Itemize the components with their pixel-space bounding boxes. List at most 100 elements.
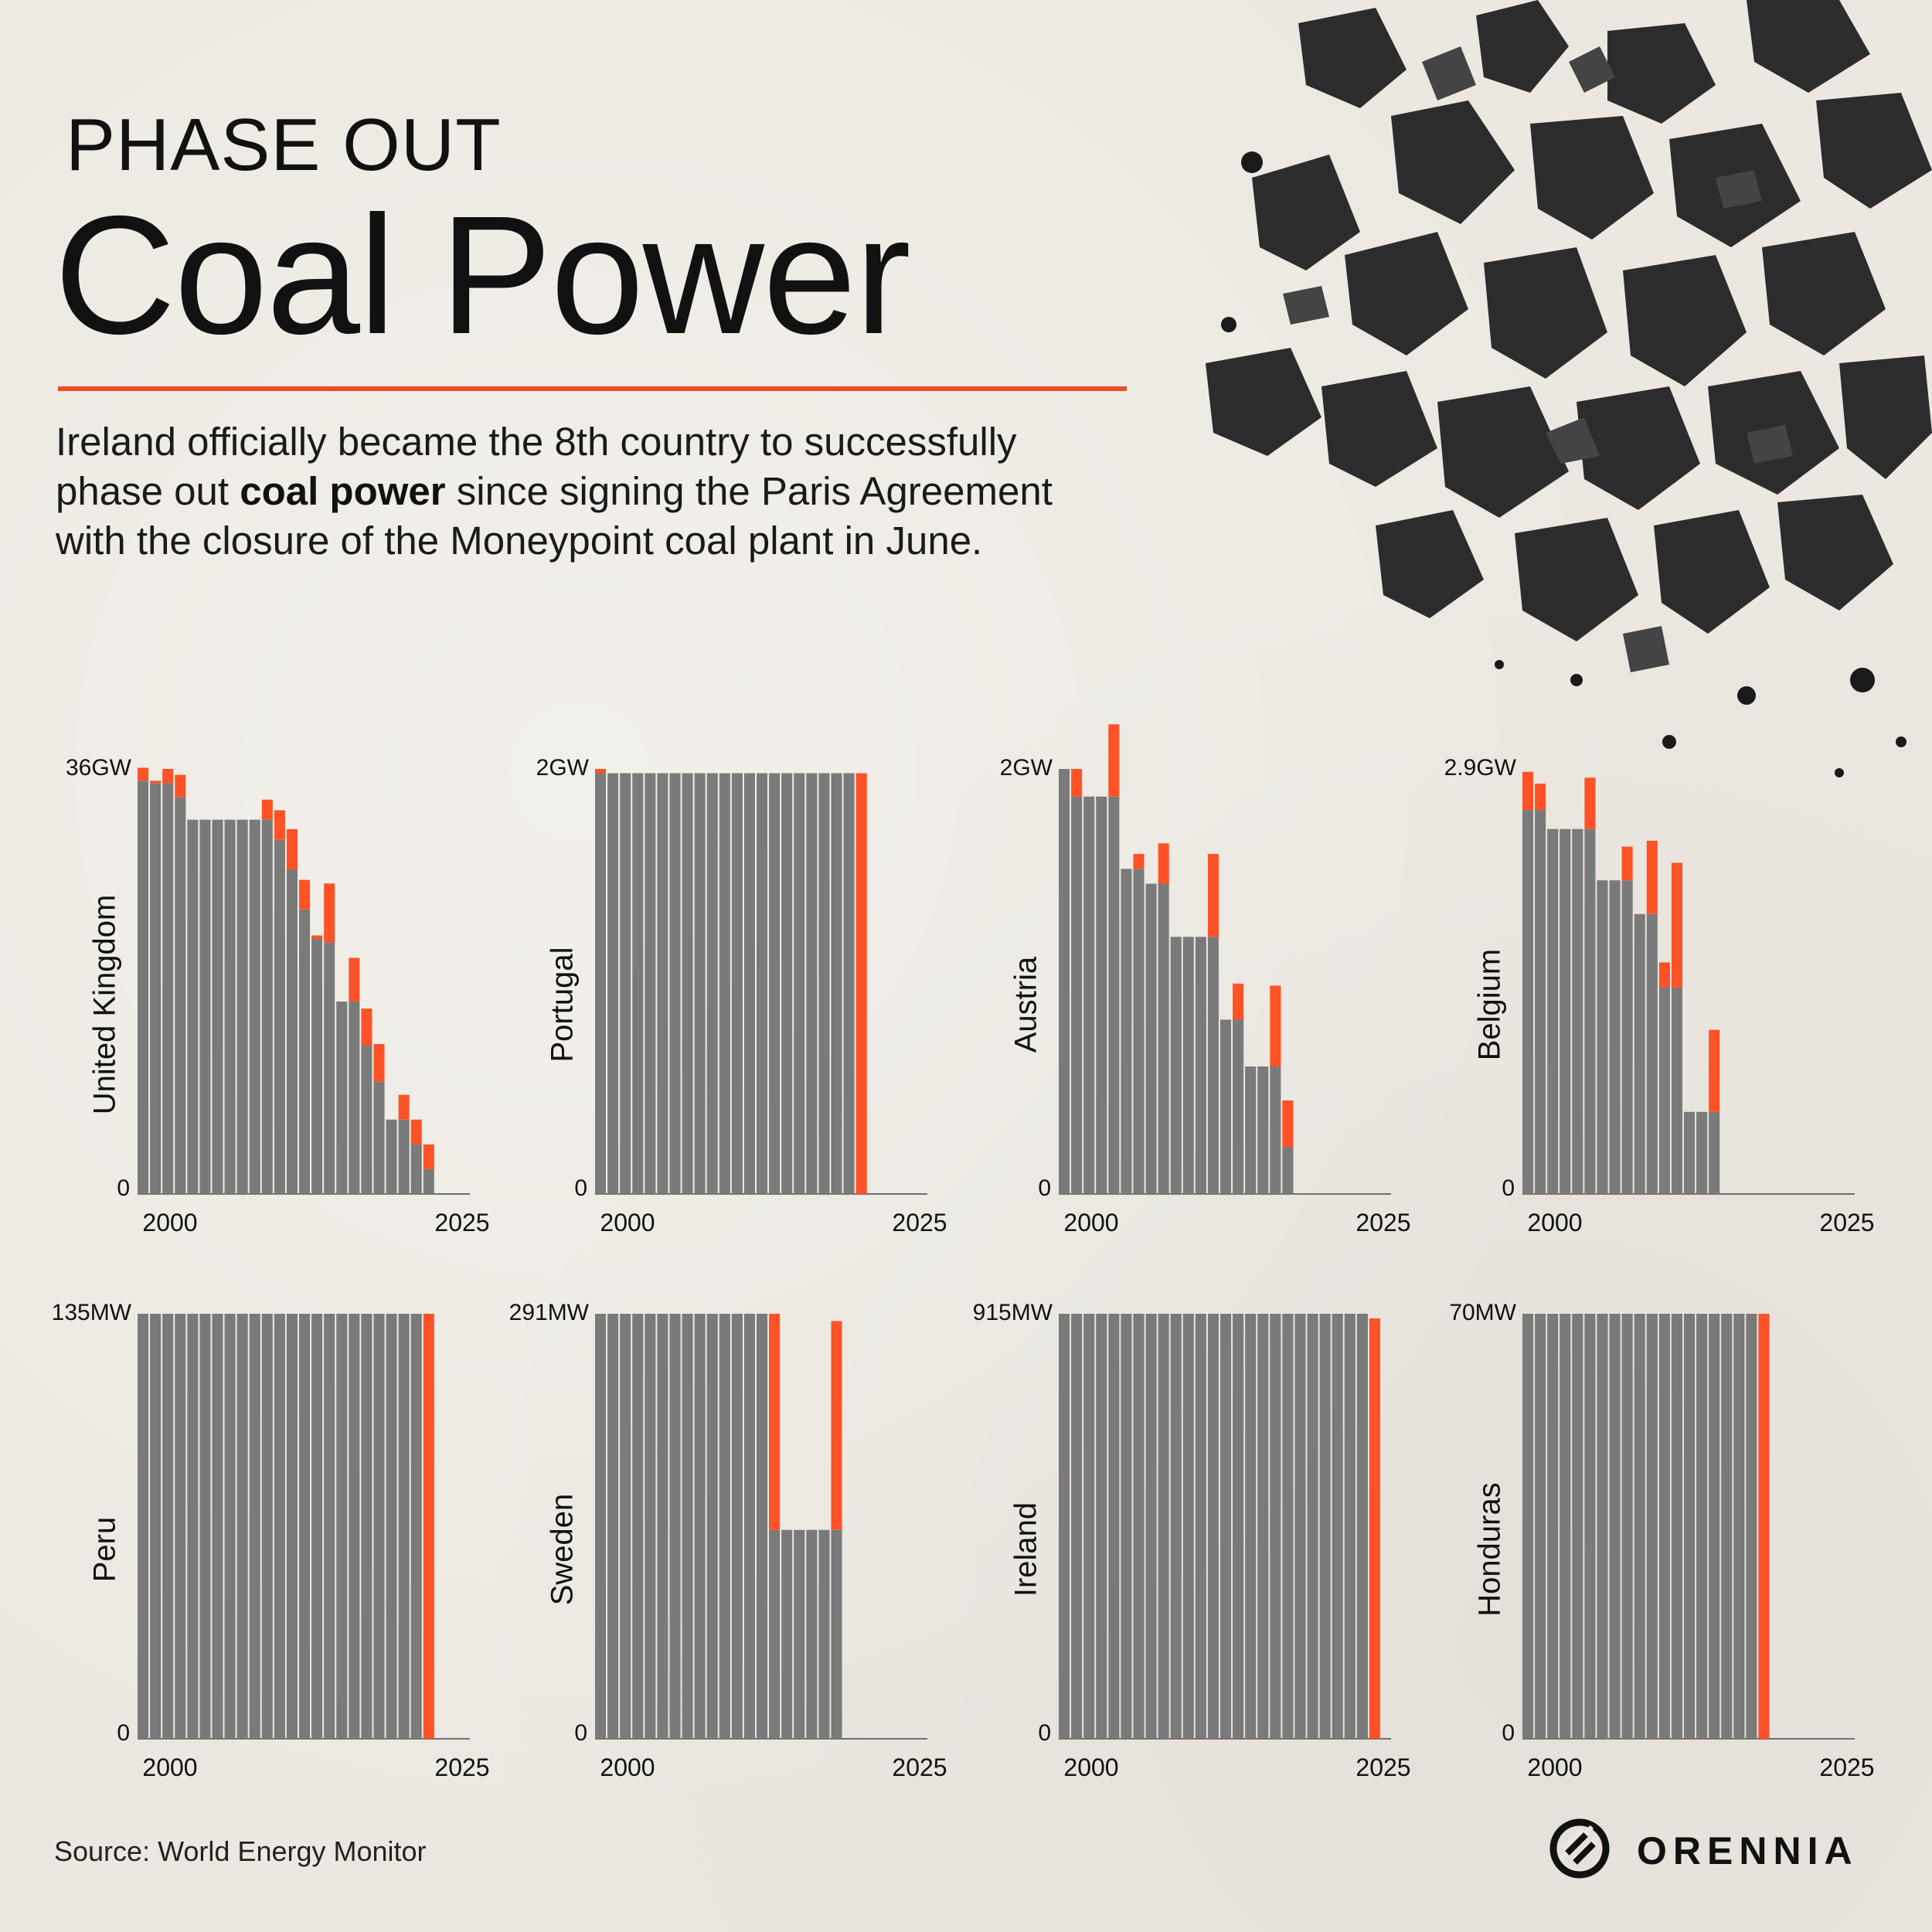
bar-operating [1233,1314,1244,1739]
bar-retired [1709,1029,1720,1112]
bar-operating [361,1314,372,1739]
chart-svg: 135MW 0 2000 2025 Peru [52,1300,490,1781]
bar-operating [781,1529,793,1739]
bar-operating [336,1001,348,1194]
bar-operating [1634,913,1645,1194]
bar-operating [175,1314,186,1739]
bar-operating [286,1314,298,1739]
bar-operating [1709,1111,1720,1194]
x-tick-label: 2025 [434,1209,489,1236]
bar-operating [1696,1111,1708,1194]
bar-operating [249,1314,260,1739]
bar-operating [806,773,818,1194]
bar-operating [1746,1314,1757,1739]
bar-operating [1158,1314,1169,1739]
bar-retired [855,773,867,1194]
bar-operating [1684,1111,1696,1194]
bar-operating [1332,1314,1343,1739]
bar-operating [236,819,248,1194]
bar-retired [349,957,360,1002]
bar-operating [1233,1019,1244,1194]
bar-operating [162,783,174,1194]
bar-operating [212,1314,223,1739]
y-max-label: 70MW [1449,1300,1516,1325]
bar-retired [274,810,285,840]
x-tick-label: 2025 [892,1209,947,1236]
bar-retired [1282,1100,1294,1148]
bar-retired [410,1119,422,1145]
bar-operating [831,1529,842,1739]
bar-operating [1522,1314,1534,1739]
bar-retired [150,781,162,784]
bar-operating [324,942,335,1194]
bar-operating [694,773,706,1194]
bar-operating [1257,1314,1269,1739]
brand-logo: ORENNIA [1546,1818,1870,1879]
chart-svg: 291MW 0 2000 2025 Sweden [509,1300,947,1781]
bar-operating [286,869,298,1194]
bar-operating [757,773,768,1194]
bar-retired [138,767,149,781]
y-min-label: 0 [1502,1720,1515,1746]
bar-operating [1182,1314,1194,1739]
bar-operating [1059,1314,1070,1739]
bar-operating [1572,828,1583,1194]
bar-operating [410,1144,422,1194]
bar-operating [311,1314,323,1739]
chart-panel-united-kingdom: 36GW 0 2000 2025 United Kingdom [0,738,495,1248]
bar-operating [757,1314,768,1739]
bar-operating [199,819,211,1194]
bar-operating [1671,1314,1682,1739]
bar-operating [1560,1314,1571,1739]
y-min-label: 0 [1502,1175,1515,1201]
bar-operating [669,1314,681,1739]
bar-operating [1245,1314,1257,1739]
bar-operating [1270,1314,1281,1739]
x-tick-label: 2025 [1355,1753,1410,1781]
bar-retired [398,1094,410,1120]
bar-retired [1133,854,1145,869]
bar-retired [595,769,607,774]
x-tick-label: 2000 [1063,1209,1118,1236]
bar-operating [1108,1314,1120,1739]
bar-operating [1121,1314,1132,1739]
bar-retired [261,799,273,820]
bar-operating [236,1314,248,1739]
bar-operating [1170,937,1182,1194]
bar-operating [349,1314,360,1739]
bar-operating [1709,1314,1720,1739]
intro-text-bold: coal power [240,469,446,513]
bar-operating [261,819,273,1194]
intro-text-end: since signing the Paris Agreement with t… [56,469,1053,563]
bar-operating [818,773,830,1194]
bar-operating [138,1314,149,1739]
y-max-label: 291MW [509,1300,590,1325]
bar-retired [1646,840,1658,914]
bar-operating [620,773,631,1194]
bar-operating [336,1314,348,1739]
bar-operating [1535,810,1546,1194]
bar-operating [299,909,311,1194]
bar-operating [1646,913,1658,1194]
chart-panel-belgium: 2.9GW 0 2000 2025 Belgium [1422,738,1901,1248]
bar-operating [150,783,162,1194]
bar-retired [1522,771,1534,811]
bar-retired [324,883,335,943]
bar-operating [1294,1314,1306,1739]
bar-operating [731,773,743,1194]
bar-operating [1220,1314,1232,1739]
bar-retired [423,1144,434,1169]
bar-operating [1145,1314,1157,1739]
bar-operating [162,1314,174,1739]
source-note: Source: World Energy Monitor [54,1835,427,1867]
bar-operating [138,781,149,1194]
bar-retired [361,1009,372,1046]
bar-operating [781,773,793,1194]
bar-operating [187,819,199,1194]
brand-name: ORENNIA [1637,1829,1859,1872]
bar-operating [1646,1314,1658,1739]
bar-operating [1071,796,1083,1194]
x-tick-label: 2000 [1527,1209,1582,1236]
y-max-label: 135MW [52,1300,132,1325]
country-label: Honduras [1473,1482,1507,1616]
